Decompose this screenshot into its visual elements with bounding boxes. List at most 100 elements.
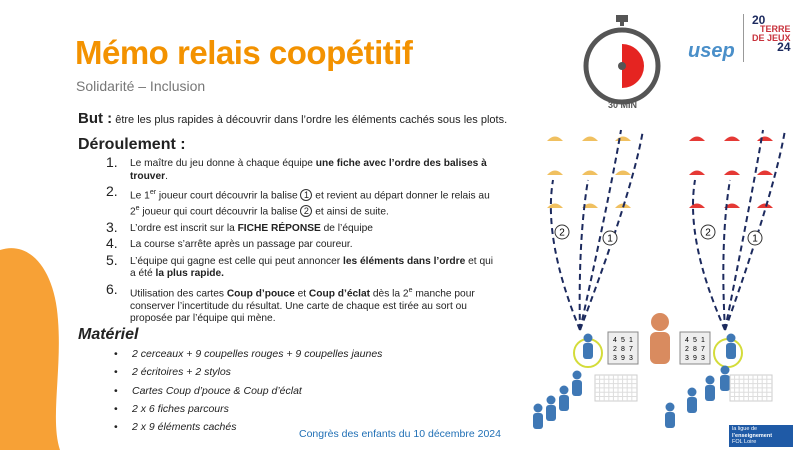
- dashed-path-arrow: [549, 179, 581, 331]
- card-number: 3: [613, 355, 617, 362]
- card-number: 1: [701, 337, 705, 344]
- card-number: 5: [693, 337, 697, 344]
- marker-number: 2: [559, 228, 565, 239]
- card-number: 3: [629, 355, 633, 362]
- card-number: 3: [685, 355, 689, 362]
- list-item: Cartes Coup d’pouce & Coup d’éclat: [114, 385, 382, 397]
- cone-icon: [547, 203, 563, 208]
- cone-icon: [615, 136, 631, 141]
- cone-icon: [757, 203, 773, 208]
- child-icon-head: [687, 387, 697, 397]
- cone-icon: [724, 136, 740, 141]
- step-item: 2. Le 1er joueur court découvrir la balis…: [106, 183, 490, 218]
- list-item: 2 x 6 fiches parcours: [114, 403, 382, 415]
- dashed-path-arrow: [578, 179, 589, 331]
- game-master-icon: [650, 332, 670, 364]
- cone-icon: [582, 170, 598, 175]
- cone-icon: [689, 203, 705, 208]
- page-subtitle: Solidarité – Inclusion: [76, 78, 206, 94]
- dashed-path-arrow: [722, 179, 731, 331]
- child-icon: [583, 343, 593, 359]
- step-item: 5. L’équipe qui gagne est celle qui peut …: [106, 251, 494, 280]
- marker-number: 1: [607, 234, 613, 245]
- cone-icon: [582, 203, 598, 208]
- child-icon: [559, 395, 569, 411]
- child-icon-head: [705, 375, 715, 385]
- child-icon-head: [572, 370, 582, 380]
- goal-label: But :: [78, 110, 113, 127]
- timer-label: 30 MIN: [608, 100, 638, 110]
- list-item: 2 x 9 éléments cachés: [114, 421, 382, 433]
- card-number: 5: [621, 337, 625, 344]
- cone-icon: [582, 136, 598, 141]
- cone-icon: [689, 136, 705, 141]
- goal-text: But : être les plus rapides à découvrir …: [78, 110, 507, 127]
- child-icon: [572, 380, 582, 396]
- cone-icon: [724, 170, 740, 175]
- dashed-path-arrow: [579, 129, 644, 331]
- child-icon: [533, 413, 543, 429]
- card-number: 2: [613, 346, 617, 353]
- marker-circle: [747, 230, 763, 246]
- card-number: 4: [613, 337, 617, 344]
- dashed-path-arrow: [692, 179, 726, 331]
- card-number: 7: [701, 346, 705, 353]
- child-icon-head: [726, 333, 736, 343]
- child-icon-head: [533, 403, 543, 413]
- child-icon-head: [546, 395, 556, 405]
- steps-heading: Déroulement :: [78, 136, 186, 153]
- child-icon-head: [583, 333, 593, 343]
- cone-icon: [547, 136, 563, 141]
- materials-heading: Matériel: [78, 326, 139, 343]
- step-item: 1. Le maître du jeu donne à chaque équipe…: [106, 154, 487, 182]
- ligue-enseignement-logo: la ligue de l’enseignement FOL Loire: [729, 425, 793, 447]
- child-icon-head: [665, 402, 675, 412]
- marker-circle: [700, 224, 716, 240]
- marker-number: 1: [752, 234, 758, 245]
- cone-icon: [547, 170, 563, 175]
- orange-blob-decoration: [0, 248, 60, 450]
- card-number: 3: [701, 355, 705, 362]
- materials-list: 2 cerceaux + 9 coupelles rouges + 9 coup…: [114, 348, 382, 439]
- child-icon-head: [559, 385, 569, 395]
- marker-circle: [554, 224, 570, 240]
- cone-icon: [724, 203, 740, 208]
- card-number: 9: [693, 355, 697, 362]
- child-icon: [720, 375, 730, 391]
- child-icon-head: [720, 365, 730, 375]
- goal-description: être les plus rapides à découvrir dans l…: [112, 114, 508, 126]
- card-number: 8: [693, 346, 697, 353]
- dashed-path-arrow: [724, 129, 786, 331]
- stopwatch-icon: [583, 15, 661, 105]
- step-item: 4. La course s’arrête après un passage pa…: [106, 235, 353, 252]
- card-number: 1: [629, 337, 633, 344]
- card-number: 4: [685, 337, 689, 344]
- marker-number: 2: [705, 228, 711, 239]
- cone-icon: [689, 170, 705, 175]
- card-number: 7: [629, 346, 633, 353]
- marker-circle: [602, 230, 618, 246]
- page-title: Mémo relais coopétitif: [75, 34, 413, 71]
- card-number: 8: [621, 346, 625, 353]
- card-number: 2: [685, 346, 689, 353]
- cone-icon: [615, 170, 631, 175]
- game-master-icon-head: [651, 313, 669, 331]
- child-icon: [726, 343, 736, 359]
- dashed-path-arrow: [579, 129, 622, 331]
- footer-text: Congrès des enfants du 10 décembre 2024: [299, 428, 501, 440]
- list-item: 2 cerceaux + 9 coupelles rouges + 9 coup…: [114, 348, 382, 360]
- step-item: 3. L’ordre est inscrit sur la FICHE RÉPON…: [106, 218, 373, 235]
- card-grid: [679, 331, 711, 365]
- card-grid: [607, 331, 639, 365]
- list-item: 2 écritoires + 2 stylos: [114, 366, 382, 378]
- child-icon: [705, 385, 715, 401]
- steps-list: 1. Le maître du jeu donne à chaque équipe…: [106, 154, 501, 330]
- card-number: 9: [621, 355, 625, 362]
- child-icon: [687, 397, 697, 413]
- cone-icon: [757, 170, 773, 175]
- child-icon: [546, 405, 556, 421]
- dashed-path-arrow: [724, 129, 764, 331]
- step-item: 6. Utilisation des cartes Coup d’pouce et…: [106, 280, 475, 325]
- logo-divider: [743, 14, 744, 62]
